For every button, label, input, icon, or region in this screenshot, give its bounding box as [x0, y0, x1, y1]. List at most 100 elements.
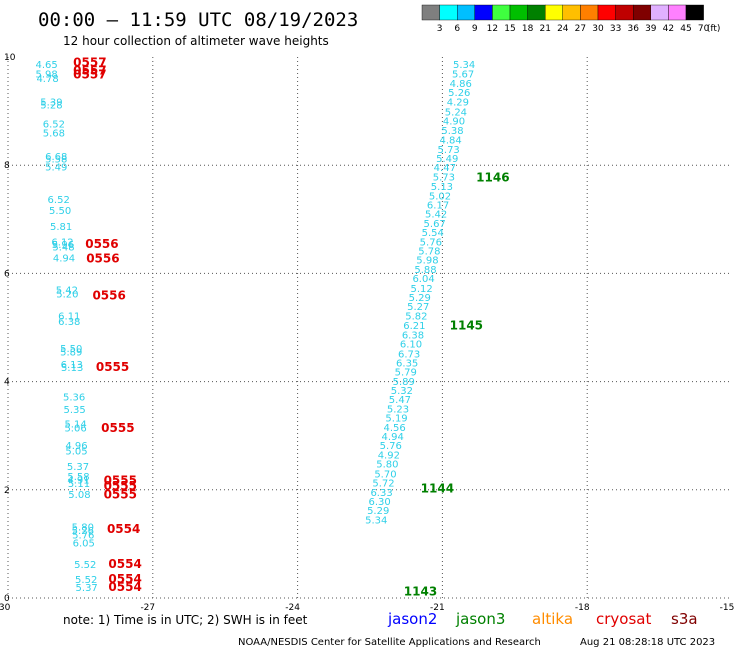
wave-height-value: 5.42 — [56, 285, 78, 296]
wave-height-value: 5.80 — [376, 460, 398, 471]
pass-time-label: 0557 — [73, 68, 106, 82]
wave-height-value: 5.14 — [64, 420, 86, 431]
wave-height-value: 5.52 — [75, 575, 97, 586]
scale-label: 33 — [610, 24, 621, 34]
plot-grid — [7, 57, 732, 599]
wave-height-value: 5.36 — [63, 393, 85, 404]
x-axis-ticks: -30 -27 -24 -21 -18 -15 — [0, 603, 734, 613]
satellite-legend-item: jason2 — [387, 610, 437, 628]
wave-height-value: 5.13 — [61, 363, 83, 374]
wave-height-value: 5.23 — [387, 404, 409, 415]
scale-swatch — [527, 4, 546, 21]
wave-height-value: 4.94 — [382, 432, 404, 443]
pass-time-label: 0554 — [108, 580, 141, 594]
scale-label: 30 — [592, 24, 604, 34]
wave-height-value: 6.52 — [48, 195, 70, 206]
scale-swatch — [439, 4, 458, 21]
satellite-legend: jason2 jason3 altika cryosat s3a — [387, 610, 698, 628]
pass-time-label: 0557 — [73, 63, 106, 77]
wave-height-value: 5.24 — [445, 107, 467, 118]
chart-subtitle: 12 hour collection of altimeter wave hei… — [63, 34, 329, 48]
pass-time-label: 0555 — [104, 473, 137, 487]
wave-height-value: 5.08 — [68, 490, 90, 501]
wave-height-value: 5.12 — [411, 284, 433, 295]
pass-time-label: 0554 — [108, 572, 141, 586]
satellite-legend-item: s3a — [671, 610, 698, 628]
wave-height-value: 5.89 — [60, 348, 82, 359]
wave-height-value: 5.42 — [425, 210, 447, 221]
pass-time-label: 0556 — [86, 252, 119, 266]
wave-height-value: 5.76 — [420, 237, 442, 248]
wave-height-labels: 4.655.984.785.395.286.525.686.685.585.49… — [35, 56, 509, 599]
wave-height-value: 5.39 — [40, 98, 62, 109]
wave-height-value: 5.48 — [52, 243, 74, 254]
scale-swatch — [580, 4, 599, 21]
wave-height-value: 6.04 — [412, 274, 434, 285]
scale-label: 70 — [698, 24, 710, 34]
wave-height-value: 5.37 — [76, 583, 98, 594]
scale-swatch — [492, 4, 511, 21]
wave-height-value: 5.80 — [72, 522, 94, 533]
scale-swatch — [597, 4, 616, 21]
pass-time-label: 1146 — [476, 170, 509, 184]
pass-time-label: 0554 — [107, 522, 140, 536]
pass-time-label: 0557 — [73, 56, 106, 70]
wave-height-value: 5.58 — [67, 472, 89, 483]
scale-label: 21 — [539, 24, 550, 34]
wave-height-value: 5.70 — [374, 469, 396, 480]
scale-label: 18 — [522, 24, 534, 34]
y-tick-label: 6 — [4, 269, 10, 279]
pass-time-label: 0554 — [108, 557, 141, 571]
wave-height-value: 4.91 — [67, 475, 89, 486]
wave-height-value: 5.27 — [407, 302, 429, 313]
wave-height-value: 4.90 — [443, 117, 465, 128]
wave-height-value: 6.38 — [402, 330, 424, 341]
wave-height-value: 5.73 — [438, 145, 460, 156]
wave-height-value: 5.96 — [52, 240, 74, 251]
wave-height-value: 5.50 — [49, 206, 71, 217]
pass-time-label: 0556 — [85, 237, 118, 251]
y-tick-label: 2 — [4, 486, 10, 496]
wave-height-value: 5.54 — [422, 228, 444, 239]
wave-height-value: 5.78 — [418, 246, 440, 257]
wave-height-value: 5.58 — [45, 154, 67, 165]
scale-unit: (ft) — [707, 24, 721, 34]
pass-time-label: 0555 — [104, 487, 137, 501]
scale-label: 45 — [680, 24, 691, 34]
scale-swatch — [615, 4, 634, 21]
wave-height-value: 5.32 — [391, 386, 413, 397]
wave-height-value: 5.49 — [45, 163, 67, 174]
wave-height-value: 5.67 — [424, 219, 446, 230]
wave-height-value: 5.89 — [393, 377, 415, 388]
wave-height-value: 5.20 — [56, 290, 78, 301]
scale-swatch — [685, 4, 704, 21]
wave-height-value: 5.06 — [64, 423, 86, 434]
x-tick-label: -24 — [285, 603, 300, 613]
wave-height-value: 6.68 — [45, 152, 67, 163]
chart-title: 00:00 — 11:59 UTC 08/19/2023 — [38, 9, 358, 31]
color-scale-legend: 3 6 9 12 15 18 21 24 27 30 33 36 39 42 45 70(ft) — [421, 4, 721, 34]
wave-height-value: 5.37 — [67, 462, 89, 473]
satellite-legend-item: cryosat — [596, 610, 651, 628]
scale-swatch — [668, 4, 687, 21]
wave-height-value: 6.73 — [398, 349, 420, 360]
scale-label: 15 — [504, 24, 515, 34]
wave-height-value: 5.79 — [395, 368, 417, 379]
wave-height-value: 4.65 — [35, 60, 57, 71]
wave-height-value: 5.67 — [452, 70, 474, 81]
scale-label: 42 — [663, 24, 674, 34]
pass-time-label: 0556 — [92, 288, 125, 302]
pass-time-label: 1145 — [450, 319, 483, 333]
scale-label: 3 — [437, 24, 443, 34]
y-axis-ticks: 0 2 4 6 8 10 — [4, 53, 16, 604]
footnote: note: 1) Time is in UTC; 2) SWH is in fe… — [63, 613, 308, 627]
scale-swatch — [650, 4, 669, 21]
wave-height-value: 4.56 — [383, 423, 405, 434]
wave-height-value: 4.29 — [447, 98, 469, 109]
pass-time-label: 0555 — [96, 360, 129, 374]
wave-height-value: 6.10 — [400, 340, 422, 351]
wave-height-value: 4.84 — [439, 136, 461, 147]
scale-label: 36 — [627, 24, 639, 34]
scale-label: 6 — [454, 24, 460, 34]
